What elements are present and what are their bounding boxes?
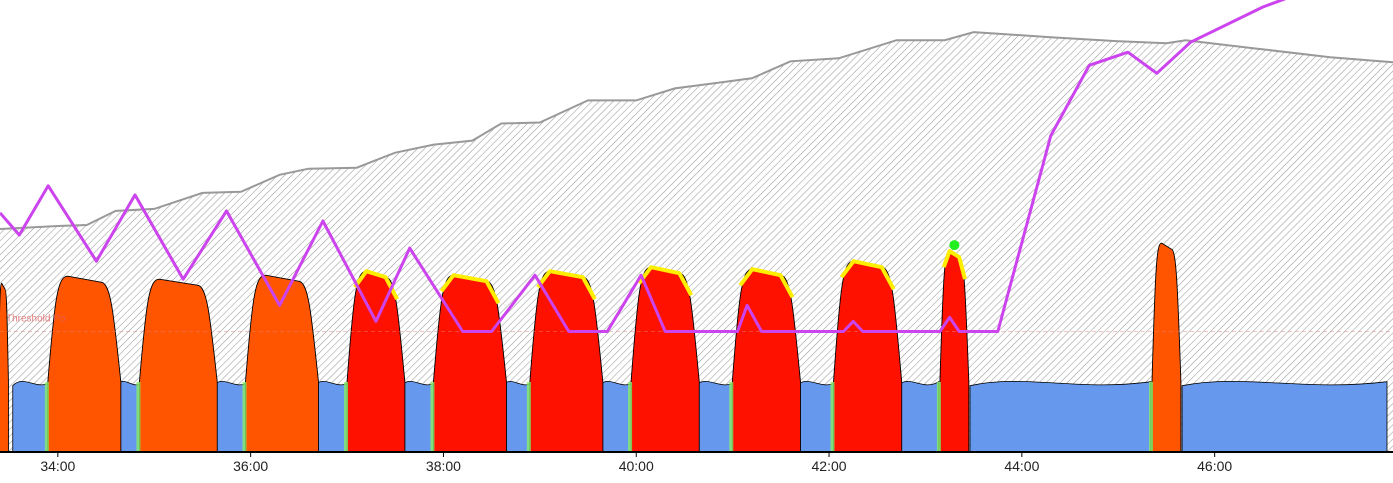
effort-limit-highlight-5 [439, 273, 501, 305]
recovery-fill-9 [897, 380, 940, 453]
effort-transition-9 [830, 382, 835, 452]
x-tick-label-6: 46:00 [1197, 458, 1232, 474]
x-axis: 34:00 36:00 38:00 40:00 42:00 44:00 46:00 [0, 451, 1393, 474]
effort-transition-1 [44, 382, 49, 452]
threshold-label: Threshold Po [6, 313, 66, 324]
x-tick-label-1: 36:00 [233, 458, 268, 474]
effort-transition-4 [344, 382, 349, 452]
effort-limit-highlight-8 [738, 267, 795, 299]
effort-transition-11 [1148, 382, 1153, 452]
effort-limit-highlight-9 [839, 259, 896, 291]
effort-limit-highlight-10 [941, 249, 967, 280]
effort-block-10 [939, 250, 970, 453]
effort-block-6 [529, 270, 604, 453]
effort-transition-5 [430, 382, 435, 452]
effort-envelope [0, 31, 1393, 452]
effort-block-2 [138, 278, 218, 453]
magenta-series-line [0, 0, 1287, 333]
x-tick-label-0: 34:00 [40, 458, 75, 474]
magenta-series-layer [0, 0, 1287, 333]
effort-block-3 [245, 274, 319, 453]
effort-transition-6 [526, 382, 531, 452]
x-tick-label-3: 40:00 [619, 458, 654, 474]
effort-transition-2 [136, 382, 141, 452]
envelope-area [0, 32, 1393, 452]
effort-limit-highlight-7 [637, 265, 694, 297]
effort-block-9 [833, 260, 903, 453]
effort-transition-7 [628, 382, 633, 452]
effort-limit-highlight-6 [536, 269, 597, 301]
envelope-outline [0, 31, 1393, 230]
effort-block-1 [47, 275, 122, 453]
effort-transition-8 [729, 382, 734, 452]
effort-transition-3 [242, 382, 247, 452]
peak-marker [949, 240, 960, 251]
effort-transition-10 [936, 382, 941, 452]
recovery-fill-11 [1181, 380, 1388, 453]
x-tick-label-2: 38:00 [426, 458, 461, 474]
x-tick-label-4: 42:00 [812, 458, 847, 474]
effort-fills [0, 240, 1182, 453]
recovery-fill-10 [969, 380, 1152, 453]
effort-block-0 [0, 282, 9, 453]
effort-block-11 [1151, 242, 1182, 453]
x-tick-label-5: 44:00 [1004, 458, 1039, 474]
